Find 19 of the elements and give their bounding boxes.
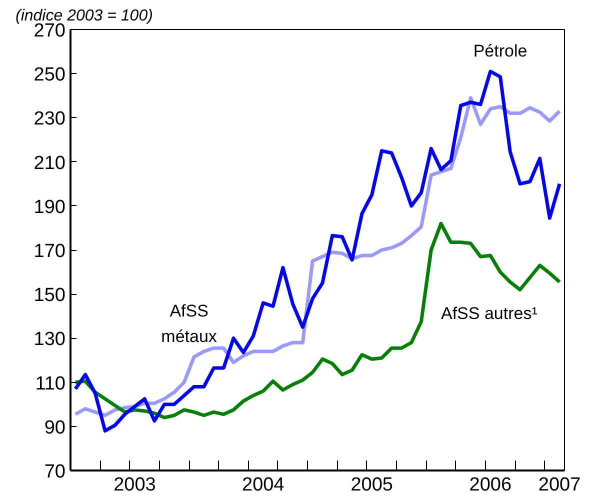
series-label: Pétrole (473, 41, 528, 60)
x-tick-label: 2007 (538, 474, 581, 496)
y-tick-label: 90 (44, 417, 66, 438)
y-tick-label: 210 (34, 152, 66, 174)
x-tick-label: 2004 (242, 474, 285, 496)
x-tick-label: 2003 (114, 474, 156, 496)
line-series (74, 222, 562, 420)
y-tick-label: 170 (34, 241, 66, 262)
y-tick-label: 110 (35, 373, 66, 394)
x-tick-label: 2005 (350, 474, 393, 496)
y-tick-label: 130 (34, 329, 66, 350)
series-label: AfSS métaux (161, 302, 218, 346)
y-tick-label: 190 (34, 196, 66, 218)
x-tick-label: 2006 (469, 474, 512, 496)
series-label: AfSS autres¹ (441, 304, 538, 323)
y-tick-label: 230 (34, 108, 66, 130)
y-tick-label: 70 (44, 462, 66, 482)
y-tick-label: 250 (34, 64, 66, 86)
y-tick-label: 150 (34, 285, 66, 306)
